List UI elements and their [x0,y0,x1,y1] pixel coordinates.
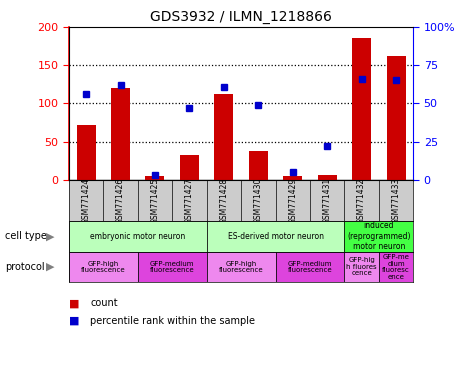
Text: percentile rank within the sample: percentile rank within the sample [90,316,255,326]
Text: ▶: ▶ [46,231,54,241]
Bar [180,155,199,180]
Bar [318,175,337,180]
Text: GSM771432: GSM771432 [357,177,366,223]
Bar [69,221,207,252]
Bar [276,252,344,282]
Bar [207,252,276,282]
Text: GFP-high
fluorescence: GFP-high fluorescence [219,261,263,273]
Text: cell type: cell type [5,231,47,241]
Bar [249,151,268,180]
Text: ES-derived motor neuron: ES-derived motor neuron [228,232,323,241]
Bar [344,221,413,252]
Text: GSM771431: GSM771431 [323,177,332,223]
Bar [111,88,130,180]
Bar [283,176,302,180]
Bar [69,252,138,282]
Text: induced
(reprogrammed)
motor neuron: induced (reprogrammed) motor neuron [347,221,410,251]
Text: GFP-medium
fluorescence: GFP-medium fluorescence [150,261,194,273]
Bar [214,94,233,180]
Text: ▶: ▶ [46,262,54,272]
Text: GSM771426: GSM771426 [116,177,125,223]
Text: embryonic motor neuron: embryonic motor neuron [90,232,185,241]
Text: GFP-medium
fluorescence: GFP-medium fluorescence [288,261,332,273]
Text: GFP-high
fluorescence: GFP-high fluorescence [81,261,125,273]
Bar [76,125,95,180]
Text: GFP-me
dium
fluoresc
ence: GFP-me dium fluoresc ence [382,254,410,280]
Bar [207,221,344,252]
Text: GSM771433: GSM771433 [391,177,400,224]
Bar [344,252,379,282]
Text: count: count [90,298,118,308]
Text: GSM771427: GSM771427 [185,177,194,223]
Title: GDS3932 / ILMN_1218866: GDS3932 / ILMN_1218866 [150,10,332,25]
Text: GSM771425: GSM771425 [151,177,160,223]
Text: GSM771429: GSM771429 [288,177,297,223]
Text: GFP-hig
h fluores
cence: GFP-hig h fluores cence [346,257,377,276]
Text: GSM771428: GSM771428 [219,177,228,223]
Bar [145,176,164,180]
Bar [379,252,413,282]
Text: protocol: protocol [5,262,44,272]
Bar [352,38,371,180]
Text: GSM771424: GSM771424 [82,177,91,223]
Bar [387,56,406,180]
Text: ■: ■ [69,298,83,308]
Bar [138,252,207,282]
Text: GSM771430: GSM771430 [254,177,263,224]
Text: ■: ■ [69,316,83,326]
